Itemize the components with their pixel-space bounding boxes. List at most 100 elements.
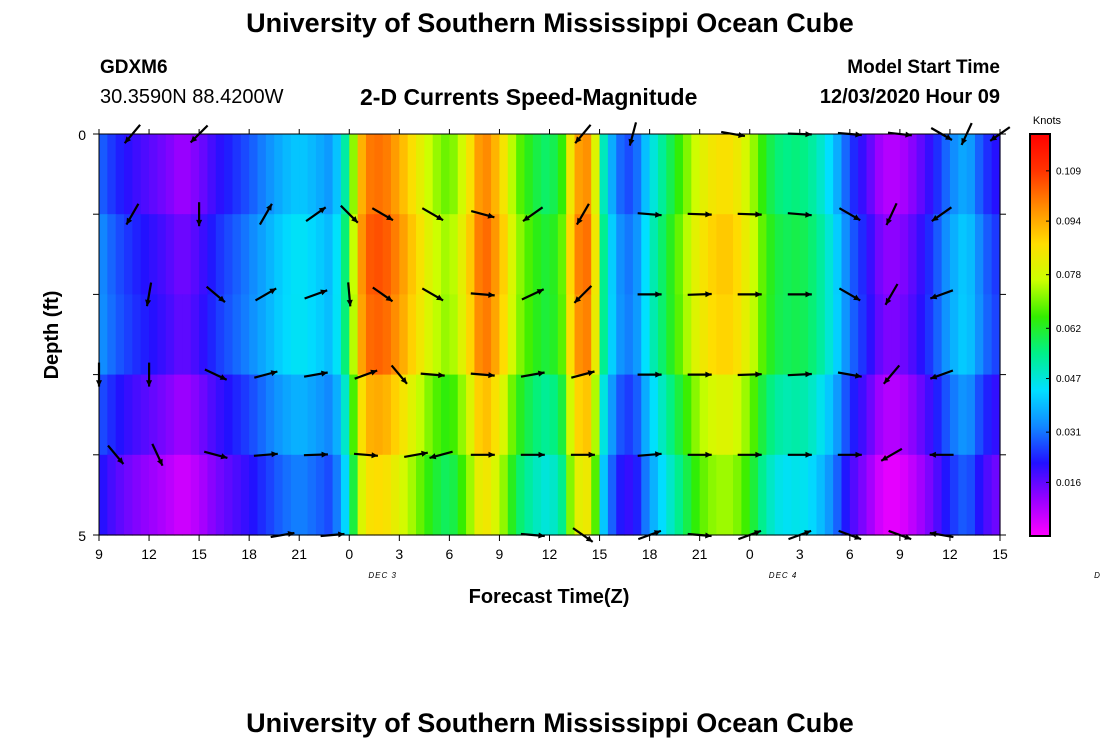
heatmap-cell [132,294,142,376]
heatmap-cell [649,294,659,376]
vector-head [587,370,595,377]
heatmap-cell [199,134,209,215]
heatmap-cell [107,214,117,295]
heatmap-cell [374,454,384,536]
heatmap-cell [933,454,943,536]
heatmap-cell [199,214,209,295]
vector-head [655,291,662,298]
heatmap-cell [607,294,617,376]
heatmap-cell [649,214,659,295]
heatmap-cells [99,134,1001,536]
heatmap-cell [149,214,158,295]
heatmap-cell [507,294,517,376]
vector-head [536,289,544,295]
heatmap-cell [799,134,809,215]
heatmap-cell [290,374,300,456]
heatmap-cell [332,214,342,295]
heatmap-cell [165,294,175,376]
heatmap-cell [808,134,818,215]
y-tick-label: 0 [78,127,86,143]
heatmap-cell [874,454,884,536]
heatmap-cell [399,134,409,215]
heatmap-cell [374,294,384,376]
heatmap-cell [282,454,292,536]
heatmap-cell [858,214,868,295]
x-tick-label: 18 [241,546,257,562]
heatmap-cell [282,374,292,456]
vector-head [537,370,545,377]
heatmap-cell [908,294,918,376]
heatmap-cell [532,294,542,376]
heatmap-cell [624,214,634,295]
heatmap-cell [374,374,384,456]
heatmap-cell [357,294,367,376]
heatmap-cell [115,374,125,456]
vector-head [990,134,998,141]
heatmap-cell [307,294,317,376]
heatmap-cell [983,454,993,536]
heatmap-cell [582,374,592,456]
heatmap-cell [499,294,509,376]
heatmap-cell [791,134,801,215]
heatmap-cell [774,134,784,215]
date-label: DEC 3 [368,571,397,580]
heatmap-cell [124,134,133,215]
vector-head [961,137,967,145]
current-vector [303,451,328,458]
heatmap-cell [691,454,701,536]
vector-head [157,458,163,466]
heatmap-cell [858,374,868,456]
heatmap-cell [766,294,776,376]
heatmap-cell [165,454,175,536]
heatmap-cell [674,294,684,376]
vector-head [655,211,662,218]
heatmap-cell [824,374,834,456]
heatmap-cell [557,214,567,295]
heatmap-cell [566,374,576,456]
heatmap-cell [324,134,334,215]
heatmap-cell [224,294,234,376]
heatmap-cell [132,214,142,295]
heatmap-cell [424,374,434,456]
vector-head [576,217,583,225]
vector-head [855,451,862,458]
heatmap-cell [858,454,868,536]
heatmap-cell [733,294,742,376]
heatmap-cell [632,294,642,376]
heatmap-cell [708,454,717,536]
heatmap-cell [908,214,918,295]
current-vector [125,203,140,226]
current-vector [421,207,444,222]
current-vector [470,210,495,219]
heatmap-cell [332,294,342,376]
heatmap-cell [382,294,392,376]
heatmap-cell [749,134,759,215]
vector-head [145,299,152,307]
heatmap-cell [416,214,425,295]
heatmap-cell [933,374,943,456]
heatmap-cell [991,294,1001,376]
vector-head [117,457,124,464]
heatmap-cell [282,134,292,215]
heatmap-cell [365,134,375,215]
heatmap-cell [249,374,259,456]
heatmap-cell [491,214,501,295]
heatmap-cell [866,294,876,376]
vector-head [351,216,358,223]
vector-head [370,369,378,376]
heatmap-cell [199,374,209,456]
heatmap-cell [357,134,367,215]
heatmap-cell [482,294,492,376]
heatmap-cell [399,214,409,295]
heatmap-cell [174,454,184,536]
heatmap-cell [215,374,225,456]
heatmap-cell [983,374,993,456]
heatmap-cell [99,454,108,536]
heatmap-cell [340,374,350,456]
heatmap-cell [824,294,834,376]
heatmap-cell [399,374,409,456]
vector-head [385,295,393,302]
current-vector [687,211,712,218]
heatmap-cell [557,374,567,456]
heatmap-cell [107,134,117,215]
